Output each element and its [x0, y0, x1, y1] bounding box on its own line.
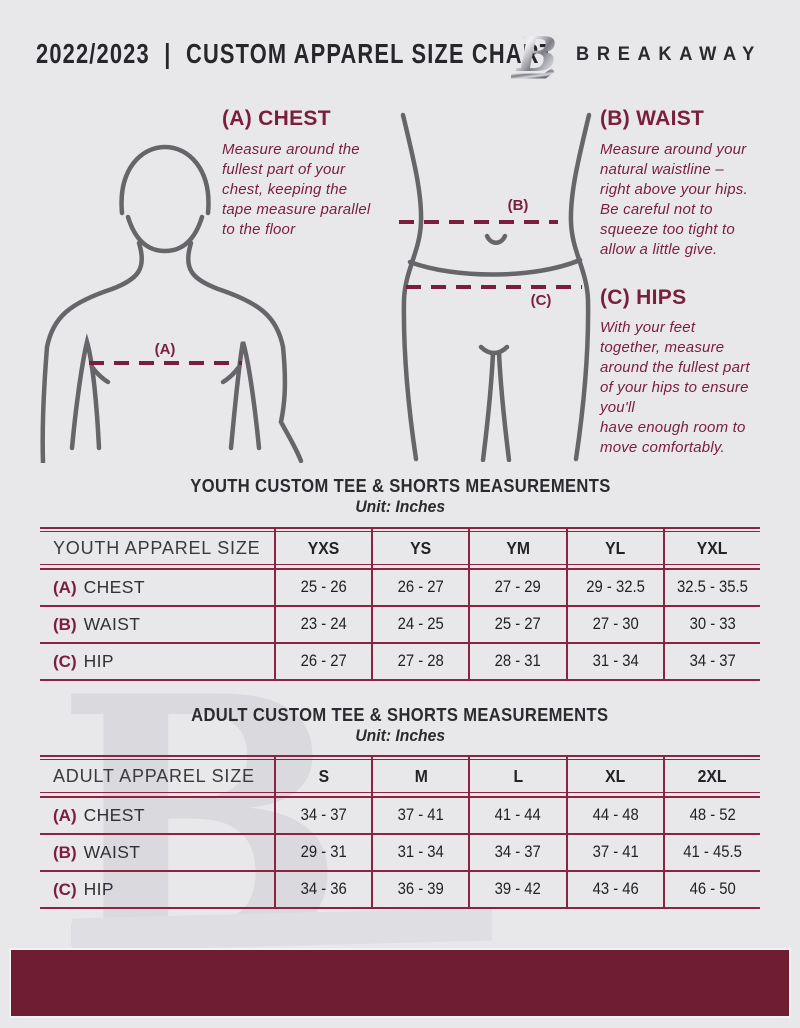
adult-size-s: S	[274, 757, 371, 796]
adult-size-xl: XL	[565, 757, 663, 796]
measurement-value: 36 - 39	[397, 880, 444, 898]
youth-size-ym: YM	[468, 529, 565, 568]
measurement-value: 37 - 41	[592, 843, 639, 861]
measurement-value: 25 - 27	[494, 615, 542, 633]
measurement-value: 24 - 25	[397, 615, 444, 633]
youth-table-title: YOUTH CUSTOM TEE & SHORTS MEASUREMENTS	[189, 476, 611, 496]
row-label: WAIST	[83, 614, 141, 634]
page-title: 2022/2023 | CUSTOM APPAREL SIZE CHART	[36, 38, 555, 69]
waist-instruction-heading: (B) WAIST	[600, 107, 705, 130]
measurement-value: 46 - 50	[689, 880, 736, 898]
measurement-value: 23 - 24	[300, 615, 347, 633]
youth-size-column-header: YOUTH APPAREL SIZE	[53, 538, 261, 558]
adult-size-m: M	[371, 757, 468, 796]
chest-line-label: (A)	[154, 341, 176, 358]
measurement-value: 43 - 46	[592, 880, 639, 898]
chest-instruction-heading: (A) CHEST	[222, 107, 331, 130]
waist-line-label: (B)	[507, 197, 529, 214]
measurement-value: 41 - 45.5	[683, 843, 742, 861]
adult-size-table: ADULT APPAREL SIZE S M L XL 2XL (A) CHEST…	[40, 755, 760, 909]
youth-hip-row: (C) HIP 26 - 27 27 - 28 28 - 31 31 - 34 3…	[40, 644, 760, 681]
youth-table-unit: Unit: Inches	[355, 498, 445, 516]
row-prefix: (B)	[53, 842, 77, 862]
hips-instruction-heading: (C) HIPS	[600, 286, 687, 309]
adult-table-unit: Unit: Inches	[355, 727, 445, 745]
measurement-value: 28 - 31	[494, 652, 542, 670]
adult-size-l: L	[468, 757, 565, 796]
measurement-value: 48 - 52	[689, 806, 736, 824]
measurement-value: 26 - 27	[397, 578, 444, 596]
waist-instruction-text: Measure around your natural waistline – …	[600, 141, 748, 258]
adult-table-title: ADULT CUSTOM TEE & SHORTS MEASUREMENTS	[191, 705, 609, 725]
brand-name: BREAKAWAY	[576, 44, 763, 65]
brand-lockup: B BREAKAWAY	[509, 26, 770, 84]
adult-table-header-row: ADULT APPAREL SIZE S M L XL 2XL	[40, 757, 760, 798]
measurement-value: 44 - 48	[592, 806, 639, 824]
hips-instruction-text: With your feet together, measure around …	[600, 319, 750, 456]
youth-size-yl: YL	[565, 529, 663, 568]
measurement-value: 34 - 36	[300, 880, 347, 898]
measurement-value: 25 - 26	[300, 578, 347, 596]
youth-size-ys: YS	[371, 529, 468, 568]
youth-size-yxs: YXS	[274, 529, 371, 568]
footer-bar	[11, 950, 789, 1016]
measurement-value: 30 - 33	[689, 615, 736, 633]
adult-waist-row: (B) WAIST 29 - 31 31 - 34 34 - 37 37 - 41…	[40, 835, 760, 872]
measurement-value: 37 - 41	[397, 806, 444, 824]
measurement-value: 34 - 37	[494, 843, 542, 861]
chest-measurement-figure	[40, 144, 304, 463]
measurement-value: 29 - 32.5	[585, 578, 645, 596]
row-prefix: (B)	[53, 614, 77, 634]
chest-instruction-text: Measure around the fullest part of your …	[222, 141, 371, 238]
waist-hips-measurement-figure	[399, 112, 592, 462]
row-label: CHEST	[83, 805, 145, 825]
adult-size-column-header: ADULT APPAREL SIZE	[53, 766, 255, 786]
measurement-value: 27 - 30	[592, 615, 639, 633]
measurement-value: 34 - 37	[689, 652, 736, 670]
youth-table-header-row: YOUTH APPAREL SIZE YXS YS YM YL YXL	[40, 529, 760, 570]
measurement-value: 26 - 27	[300, 652, 347, 670]
measurement-value: 41 - 44	[494, 806, 542, 824]
measurement-value: 34 - 37	[300, 806, 347, 824]
row-label: HIP	[83, 879, 114, 899]
adult-hip-row: (C) HIP 34 - 36 36 - 39 39 - 42 43 - 46 4…	[40, 872, 760, 909]
adult-chest-row: (A) CHEST 34 - 37 37 - 41 41 - 44 44 - 48…	[40, 798, 760, 835]
youth-size-yxl: YXL	[662, 529, 760, 568]
row-prefix: (C)	[53, 651, 77, 671]
measurement-value: 27 - 29	[494, 578, 542, 596]
measurement-value: 27 - 28	[397, 652, 444, 670]
breakaway-logo-icon: B	[511, 27, 558, 83]
row-prefix: (A)	[53, 805, 77, 825]
row-label: CHEST	[83, 577, 145, 597]
row-label: WAIST	[83, 842, 141, 862]
measurement-value: 31 - 34	[592, 652, 639, 670]
youth-size-table: YOUTH APPAREL SIZE YXS YS YM YL YXL (A) C…	[40, 527, 760, 681]
adult-size-2xl: 2XL	[662, 757, 760, 796]
youth-waist-row: (B) WAIST 23 - 24 24 - 25 25 - 27 27 - 30…	[40, 607, 760, 644]
measurement-value: 29 - 31	[300, 843, 347, 861]
measurement-value: 31 - 34	[397, 843, 444, 861]
row-prefix: (C)	[53, 879, 77, 899]
hips-line-label: (C)	[530, 292, 552, 309]
row-prefix: (A)	[53, 577, 77, 597]
measurement-value: 32.5 - 35.5	[676, 578, 748, 596]
youth-chest-row: (A) CHEST 25 - 26 26 - 27 27 - 29 29 - 32…	[40, 570, 760, 607]
measurement-value: 39 - 42	[494, 880, 542, 898]
row-label: HIP	[83, 651, 114, 671]
